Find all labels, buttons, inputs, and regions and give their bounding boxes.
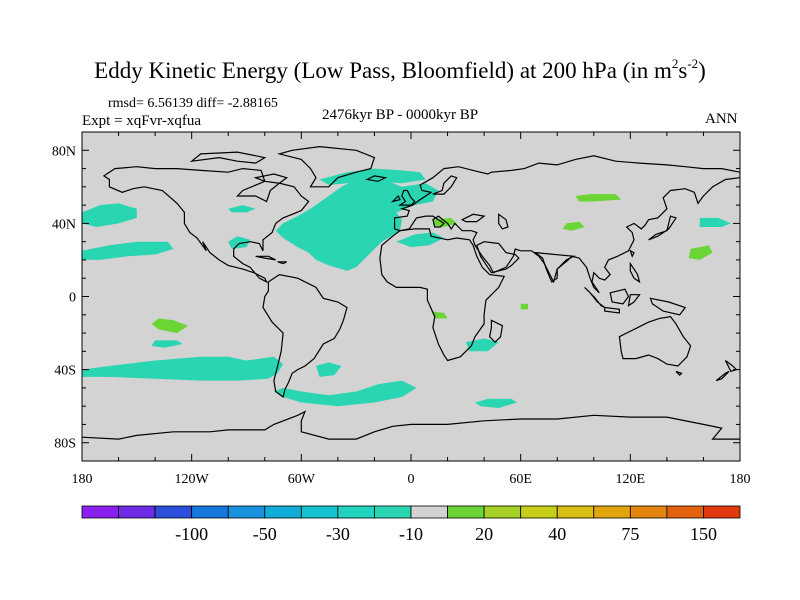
east-asia-anomaly [699, 217, 731, 227]
colorbar-swatch [154, 505, 193, 519]
south-atlantic-anomaly [316, 362, 342, 377]
colorbar: -100 -50 -30 -10 20 40 75 150 [81, 505, 741, 544]
colorbar-swatch [337, 505, 375, 519]
northwest-pacific-anomaly [688, 245, 713, 260]
coastline-segment [277, 145, 376, 188]
coastline-segment [365, 175, 388, 182]
north-atlantic-anomaly [275, 179, 439, 271]
stats-label: rmsd= 6.56139 diff= -2.88165 [108, 96, 278, 111]
colorbar-swatch [666, 505, 704, 519]
tibet-anomaly [562, 221, 585, 231]
colorbar-label: 20 [475, 524, 493, 544]
coastline-segment [253, 173, 289, 184]
lon-label: 180 [72, 472, 93, 487]
lat-label: 80S [54, 437, 76, 452]
lon-label: 120W [175, 472, 210, 487]
lon-label: 180 [730, 472, 751, 487]
colorbar-label: -100 [175, 524, 208, 544]
east-pacific-anomaly [151, 318, 188, 334]
coastline-segment [604, 306, 620, 314]
lat-label: 40N [52, 217, 76, 232]
period-label: 2476kyr BP - 0000kyr BP [321, 107, 479, 123]
coastline-segment [629, 249, 635, 258]
indian-small-anomaly [520, 303, 528, 310]
colorbar-swatch [447, 505, 485, 519]
north-pacific-anomaly [82, 203, 137, 227]
central-asia-anomaly [575, 194, 622, 202]
coastline-segment [432, 175, 458, 195]
lat-label: 80N [52, 144, 76, 159]
coastline-segment [488, 319, 504, 344]
coastline-segment [189, 151, 267, 164]
sw-pacific-anomaly [151, 340, 183, 348]
colorbar-label: 40 [548, 524, 566, 544]
coastline-segment [390, 194, 401, 203]
lon-label: 120E [616, 472, 646, 487]
lat-label: 0 [69, 291, 76, 306]
coastline-segment [627, 294, 641, 307]
coastline-segment [476, 241, 520, 274]
coastline-segment [262, 273, 348, 399]
colorbar-label: -10 [399, 524, 423, 544]
colorbar-swatch [629, 505, 668, 519]
coastline-segment [397, 189, 416, 206]
axis-ticks: 80N 40N 0 40S 80S 180 120W 60W 0 60E 120E 180 [52, 131, 751, 487]
colorbar-swatch [556, 505, 595, 519]
lon-label: 60E [509, 472, 532, 487]
colorbar-swatch [410, 505, 448, 519]
colorbar-swatch [703, 505, 741, 519]
colorbar-swatch [191, 505, 229, 519]
coastline-segment [618, 315, 692, 367]
colorbar-swatch [374, 505, 412, 519]
coastline-segment [379, 228, 506, 362]
coastline-segment [533, 251, 576, 283]
colorbar-label: 150 [690, 524, 717, 544]
coastline-segment [648, 215, 677, 241]
coastline-segment [498, 213, 509, 230]
colorbar-swatch [593, 505, 631, 519]
colorbar-label: -30 [326, 524, 350, 544]
coastlines [82, 145, 740, 440]
madagascar-anomaly [465, 338, 499, 352]
coastline-segment [649, 297, 687, 316]
lat-label: 40S [54, 364, 76, 379]
chart-title: Eddy Kinetic Energy (Low Pass, Bloomfiel… [94, 56, 706, 83]
southern-ocean-anomaly [273, 380, 417, 407]
central-america-anomaly [228, 236, 251, 249]
lon-label: 0 [408, 472, 415, 487]
coastline-segment [82, 410, 740, 440]
lon-label: 60W [288, 472, 316, 487]
coastline-segment [675, 370, 683, 376]
colorbar-swatch [483, 505, 522, 519]
colorbar-swatch [81, 505, 119, 519]
coastline-segment [255, 255, 276, 261]
pacific-arctic-anomaly [228, 205, 256, 213]
colorbar-label: 75 [621, 524, 639, 544]
colorbar-label: -50 [253, 524, 277, 544]
season-label: ANN [705, 111, 738, 127]
coastline-segment [715, 370, 730, 382]
coastline-segment [277, 261, 287, 265]
subtropical-pacific-anomaly [82, 241, 174, 260]
colorbar-swatch [118, 505, 156, 519]
colorbar-swatch [520, 505, 558, 519]
coastline-segment [460, 213, 486, 223]
colorbar-swatch [227, 505, 266, 519]
south-pacific-anomaly [82, 356, 284, 381]
coastline-segment [629, 261, 641, 284]
colorbar-swatch [264, 505, 302, 519]
indian-ocean-anomaly [475, 398, 517, 408]
coastline-segment [609, 288, 630, 305]
coastline-segment [394, 155, 740, 294]
experiment-label: Expt = xqFvr-xqfua [82, 113, 201, 129]
colorbar-swatch [300, 505, 339, 519]
